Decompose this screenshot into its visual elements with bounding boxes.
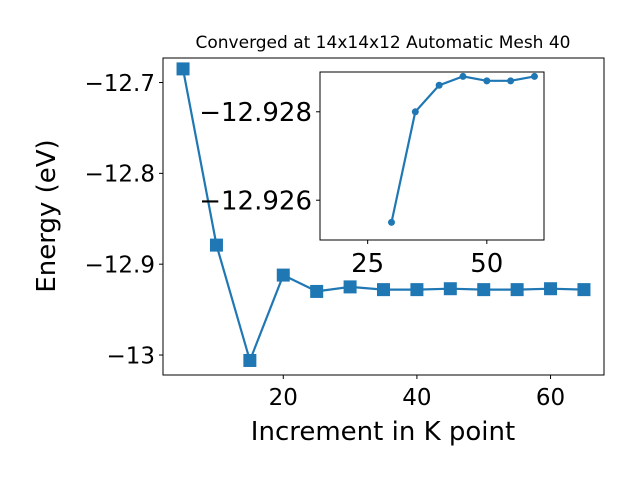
inset-data-point bbox=[507, 77, 515, 85]
inset-data-point bbox=[483, 77, 491, 85]
main-data-point bbox=[209, 238, 223, 252]
main-y-tick-label: −12.7 bbox=[85, 71, 155, 97]
main-y-tick-label: −12.9 bbox=[85, 252, 155, 278]
main-data-point bbox=[410, 283, 424, 297]
main-x-tick-label: 60 bbox=[536, 385, 565, 411]
main-data-point bbox=[377, 283, 390, 297]
inset-x-tick-label: 25 bbox=[351, 249, 384, 279]
main-data-point bbox=[544, 282, 558, 296]
main-y-tick-label: −13 bbox=[106, 343, 155, 369]
inset-frame bbox=[319, 71, 545, 241]
main-data-point bbox=[477, 283, 491, 297]
inset-y-tick-label: −12.928 bbox=[199, 98, 312, 128]
inset-data-point bbox=[435, 81, 443, 89]
main-x-tick-label: 20 bbox=[269, 385, 298, 411]
inset-axis-ticks: 25 50 −12.928 −12.926 bbox=[199, 98, 503, 279]
main-data-point bbox=[176, 62, 190, 76]
inset-data-point bbox=[459, 72, 467, 80]
inset-data-point bbox=[530, 72, 538, 80]
inset-plot-area bbox=[387, 72, 538, 226]
main-plot-area bbox=[176, 62, 591, 367]
main-x-tick-label: 40 bbox=[402, 385, 431, 411]
inset-background bbox=[320, 72, 544, 240]
x-axis-label: Increment in K point bbox=[251, 417, 515, 447]
inset-x-tick-label: 50 bbox=[470, 249, 503, 279]
inset-y-tick-label: −12.926 bbox=[199, 187, 312, 217]
main-data-point bbox=[577, 283, 591, 297]
main-data-point bbox=[276, 268, 290, 282]
chart-title: Converged at 14x14x12 Automatic Mesh 40 bbox=[196, 33, 571, 53]
inset-data-point bbox=[387, 218, 395, 226]
y-axis-label: Energy (eV) bbox=[32, 139, 62, 292]
main-data-point bbox=[310, 284, 324, 298]
inset-data-point bbox=[411, 108, 419, 116]
main-data-point bbox=[510, 283, 524, 297]
main-data-point bbox=[243, 353, 257, 367]
main-data-point bbox=[443, 282, 457, 296]
main-y-tick-label: −12.8 bbox=[85, 162, 155, 188]
main-plot-frame bbox=[162, 57, 605, 376]
main-data-point bbox=[343, 280, 357, 294]
main-axis-ticks: 20 40 60 −12.7 −12.8 −12.9 −13 bbox=[85, 71, 566, 411]
